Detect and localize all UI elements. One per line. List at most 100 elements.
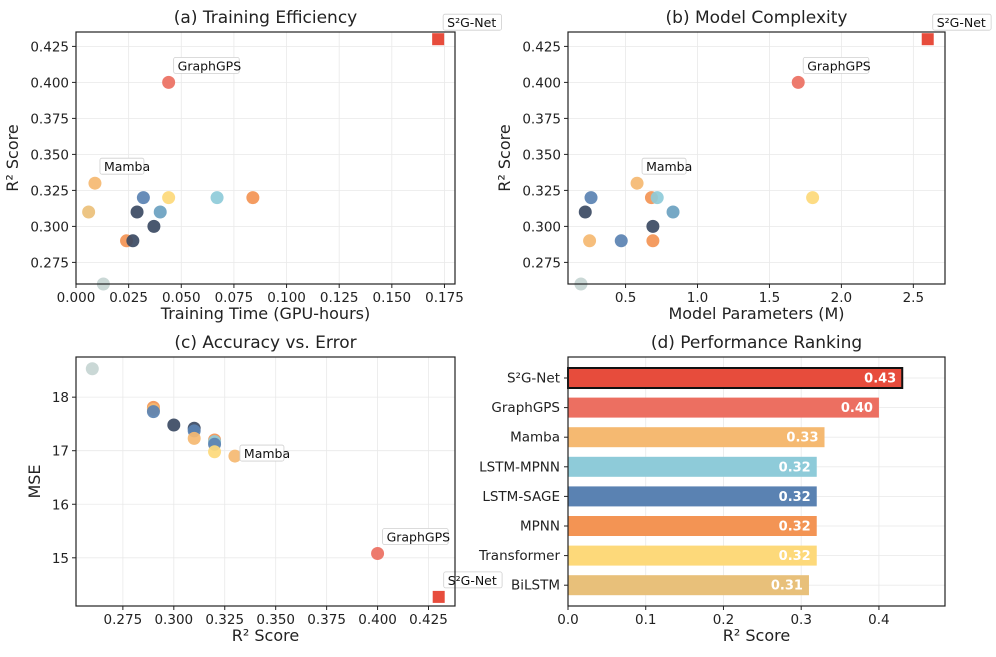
x-axis-label: Model Parameters (M)	[668, 304, 844, 323]
scatter-point	[578, 205, 592, 219]
x-tick-label: 1.5	[759, 290, 780, 306]
scatter-point	[791, 75, 805, 89]
x-tick-label: 0.150	[373, 290, 412, 306]
x-tick-label: 0.400	[358, 612, 397, 628]
x-axis-label: R² Score	[723, 626, 790, 645]
scatter-point	[147, 219, 161, 233]
scatter-point	[187, 431, 201, 445]
bar	[567, 367, 904, 389]
bar	[568, 397, 879, 418]
scatter-point	[130, 205, 144, 219]
scatter-point	[167, 418, 181, 432]
bar-value-label: 0.40	[841, 401, 873, 416]
category-label: BiLSTM	[511, 578, 560, 594]
scatter-point	[650, 191, 664, 205]
x-tick-label: 0.275	[104, 612, 143, 628]
point-annotation-box	[443, 571, 503, 589]
scatter-point-square	[921, 33, 934, 46]
point-annotation: S²G-Net	[447, 15, 496, 30]
bar	[568, 456, 817, 477]
y-axis-label: R² Score	[3, 124, 22, 191]
y-tick-label: 0.425	[522, 39, 561, 55]
panel-d: (d) Performance Ranking 0.0 0.1 0.2 0.3 0.4 S²…	[478, 333, 946, 645]
axis-frame	[75, 31, 456, 285]
bar-value-label: 0.43	[864, 372, 896, 387]
y-tick-label: 0.350	[522, 147, 561, 163]
x-tick-label: 0.350	[256, 612, 295, 628]
bar-value-label: 0.31	[771, 579, 803, 594]
y-tick-label: 16	[52, 497, 69, 513]
bar-value-label: 0.32	[779, 549, 811, 564]
scatter-point	[666, 205, 680, 219]
point-annotation: S²G-Net	[937, 15, 986, 30]
bar-value-label: 0.32	[779, 520, 811, 535]
bar	[568, 486, 817, 507]
bar-value-label: 0.33	[786, 431, 818, 446]
point-annotation: GraphGPS	[807, 58, 871, 73]
point-annotation: Mamba	[104, 159, 150, 174]
x-tick-label: 2.5	[903, 290, 924, 306]
y-tick-label: 0.400	[30, 75, 69, 91]
panel-title-b: (b) Model Complexity	[666, 8, 848, 28]
y-tick-label: 0.350	[30, 147, 69, 163]
y-tick-label: 0.300	[522, 219, 561, 235]
y-tick-label: 0.375	[30, 111, 69, 127]
category-label: MPNN	[520, 519, 560, 535]
y-tick-label: 0.325	[522, 183, 561, 199]
y-tick-label: 0.425	[30, 39, 69, 55]
x-tick-label: 0.425	[409, 612, 448, 628]
panel-c: (c) Accuracy vs. Error 0.275 0.300 0.325 0.3…	[25, 333, 503, 645]
y-tick-label: 17	[52, 444, 69, 460]
point-annotation-box	[641, 157, 687, 175]
y-tick-label: 0.275	[522, 255, 561, 271]
scatter-point-square	[432, 33, 445, 46]
x-tick-label: 0.0	[557, 612, 578, 628]
y-tick-label: 0.275	[30, 255, 69, 271]
x-tick-label: 0.1	[635, 612, 656, 628]
bar	[568, 516, 817, 536]
point-annotation: Mamba	[244, 446, 290, 461]
panel-title-c: (c) Accuracy vs. Error	[174, 333, 356, 353]
x-tick-label: 0.025	[109, 290, 148, 306]
scatter-point	[88, 176, 102, 190]
x-tick-label: 0.100	[267, 290, 306, 306]
scatter-point-square	[432, 590, 445, 603]
y-tick-label: 15	[52, 551, 69, 567]
category-label: S²G-Net	[507, 371, 560, 387]
scatter-point	[646, 234, 660, 248]
bar	[568, 575, 809, 596]
point-annotation-box	[932, 13, 992, 31]
category-label: Mamba	[510, 430, 560, 446]
point-annotation: Mamba	[646, 159, 692, 174]
scatter-point	[126, 234, 140, 248]
x-tick-label: 0.000	[57, 290, 96, 306]
x-tick-label: 0.3	[790, 612, 811, 628]
panel-title-d: (d) Performance Ranking	[651, 333, 862, 353]
scatter-point	[136, 191, 150, 205]
bar	[568, 427, 825, 448]
point-annotation-box	[802, 57, 870, 74]
scatter-point	[82, 205, 96, 219]
x-tick-label: 0.375	[307, 612, 346, 628]
point-annotation-box	[442, 13, 502, 31]
scatter-point	[153, 205, 167, 219]
y-tick-label: 0.325	[30, 183, 69, 199]
y-axis-label: MSE	[25, 464, 44, 498]
scatter-point	[162, 75, 176, 89]
x-axis-label: R² Score	[232, 626, 299, 645]
panel-title-a: (a) Training Efficiency	[174, 8, 357, 28]
panel-a: (a) Training Efficiency 0.000 0.025 0.050 0.…	[3, 8, 502, 323]
scatter-point	[584, 191, 598, 205]
point-annotation: GraphGPS	[178, 58, 242, 73]
scatter-point	[583, 234, 597, 248]
point-annotation-box	[99, 157, 145, 175]
y-axis-label: R² Score	[495, 124, 514, 191]
category-label: Transformer	[478, 548, 560, 564]
scatter-point	[646, 219, 660, 233]
scatter-point	[85, 362, 99, 376]
scatter-point	[806, 191, 820, 205]
scatter-point	[371, 547, 385, 561]
point-annotation-box	[382, 528, 449, 545]
scatter-point	[246, 191, 260, 205]
